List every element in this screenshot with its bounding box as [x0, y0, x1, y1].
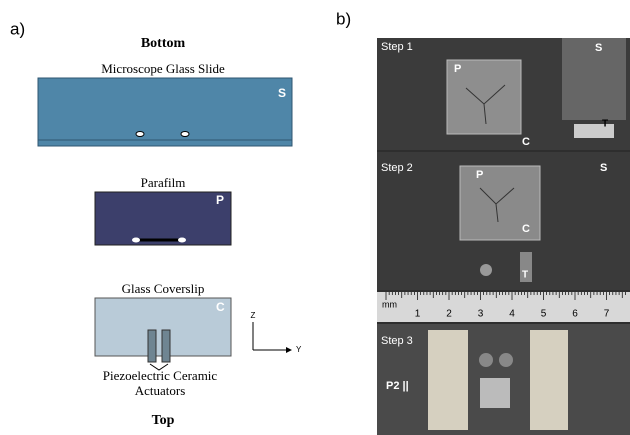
photo-tag: S — [600, 162, 607, 174]
ruler-number: 1 — [415, 309, 421, 320]
device-photo — [480, 378, 510, 408]
actuator — [162, 330, 170, 362]
photo-tag: S — [595, 42, 602, 54]
label-tape — [530, 330, 568, 430]
fitting-photo — [480, 264, 492, 276]
slide-photo — [562, 38, 626, 120]
photo-tag: P — [476, 169, 483, 181]
parafilm-tag: P — [216, 193, 224, 207]
top-label: Top — [152, 413, 175, 428]
photo-tag: P2 || — [386, 380, 409, 392]
ruler: mm 1 2 3 4 5 6 7 — [377, 292, 630, 322]
panel-b: b) Step 1 P S C T Step 2 P S C T mm 1 2 3 4… — [336, 9, 630, 435]
ruler-unit: mm — [382, 299, 397, 309]
parafilm — [95, 192, 231, 245]
photo-tag: P — [454, 63, 461, 75]
glass-slide — [38, 78, 292, 146]
panel-label: b) — [336, 9, 351, 28]
ruler-number: 5 — [541, 309, 547, 320]
parafilm-title: Parafilm — [141, 175, 186, 190]
label-tape — [428, 330, 468, 430]
ruler-number: 4 — [509, 309, 515, 320]
y-label: Y — [296, 345, 302, 354]
actuator — [148, 330, 156, 362]
arrow — [286, 347, 292, 353]
coverslip-title: Glass Coverslip — [122, 281, 205, 296]
step-title: Step 1 — [381, 41, 413, 53]
fitting-photo — [479, 353, 493, 367]
ruler-number: 2 — [446, 309, 452, 320]
photo-tag: T — [522, 270, 528, 281]
actuator-label: Actuators — [135, 383, 186, 398]
figure: a) Bottom Microscope Glass Slide S Paraf… — [0, 0, 630, 435]
slide-tag: S — [278, 86, 286, 100]
actuator-label: Piezoelectric Ceramic — [103, 368, 218, 383]
photo-tag: C — [522, 223, 530, 235]
slide-title: Microscope Glass Slide — [101, 61, 225, 76]
z-label: Z — [251, 311, 256, 320]
hole — [136, 132, 144, 137]
photo-tag: C — [522, 136, 530, 148]
step-title: Step 3 — [381, 335, 413, 347]
photo-tag: T — [602, 119, 608, 130]
panel-a: a) Bottom Microscope Glass Slide S Paraf… — [10, 19, 302, 428]
step-title: Step 2 — [381, 162, 413, 174]
ruler-number: 6 — [572, 309, 578, 320]
hole — [181, 132, 189, 137]
bottom-label: Bottom — [141, 36, 186, 51]
hole — [132, 238, 140, 243]
hole — [178, 238, 186, 243]
ruler-number: 3 — [478, 309, 484, 320]
coverslip-tag: C — [216, 300, 225, 314]
ruler-number: 7 — [604, 309, 610, 320]
panel-label: a) — [10, 19, 25, 38]
fitting-photo — [499, 353, 513, 367]
